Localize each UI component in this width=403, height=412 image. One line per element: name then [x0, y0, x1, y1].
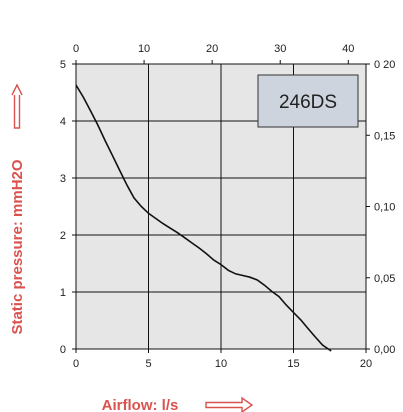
y-left-tick-label: 5: [60, 59, 66, 71]
y-left-tick-label: 1: [60, 287, 66, 299]
x-top-tick-label: 0: [73, 43, 79, 55]
tick-labels: 0 5 10 15 200 10 20 30 400123450,000,050,100,150…: [60, 43, 396, 370]
x-top-tick-label: 20: [206, 43, 218, 55]
y-left-tick-label: 2: [60, 230, 66, 242]
model-label-box: 246DS: [257, 74, 359, 128]
y-right-tick-label: 0,00: [374, 344, 395, 356]
y-right-tick-label: 0,10: [374, 202, 395, 214]
model-label: 246DS: [279, 92, 337, 113]
pressure-airflow-line: [75, 84, 332, 352]
y-right-tick-label: 0,15: [374, 130, 395, 142]
y-right-tick-label: 0 20: [374, 59, 395, 71]
up-arrow-icon: [11, 83, 23, 129]
y-left-tick-label: 3: [60, 173, 66, 185]
x-bottom-tick-label: 20: [360, 358, 372, 370]
x-bottom-tick-label: 0: [73, 358, 79, 370]
x-top-tick-label: 10: [138, 43, 150, 55]
x-bottom-tick-label: 10: [215, 358, 227, 370]
x-axis-label: Airflow: l/s: [102, 397, 179, 412]
right-arrow-icon: [205, 396, 254, 412]
x-bottom-tick-label: 15: [287, 358, 299, 370]
x-top-tick-label: 30: [274, 43, 286, 55]
y-axis-label: Static pressure: mmH2O: [9, 159, 26, 334]
x-bottom-tick-label: 5: [145, 358, 151, 370]
y-left-tick-label: 4: [60, 116, 66, 128]
x-top-tick-label: 40: [342, 43, 354, 55]
y-right-tick-label: 0,05: [374, 273, 395, 285]
y-left-tick-label: 0: [60, 344, 66, 356]
